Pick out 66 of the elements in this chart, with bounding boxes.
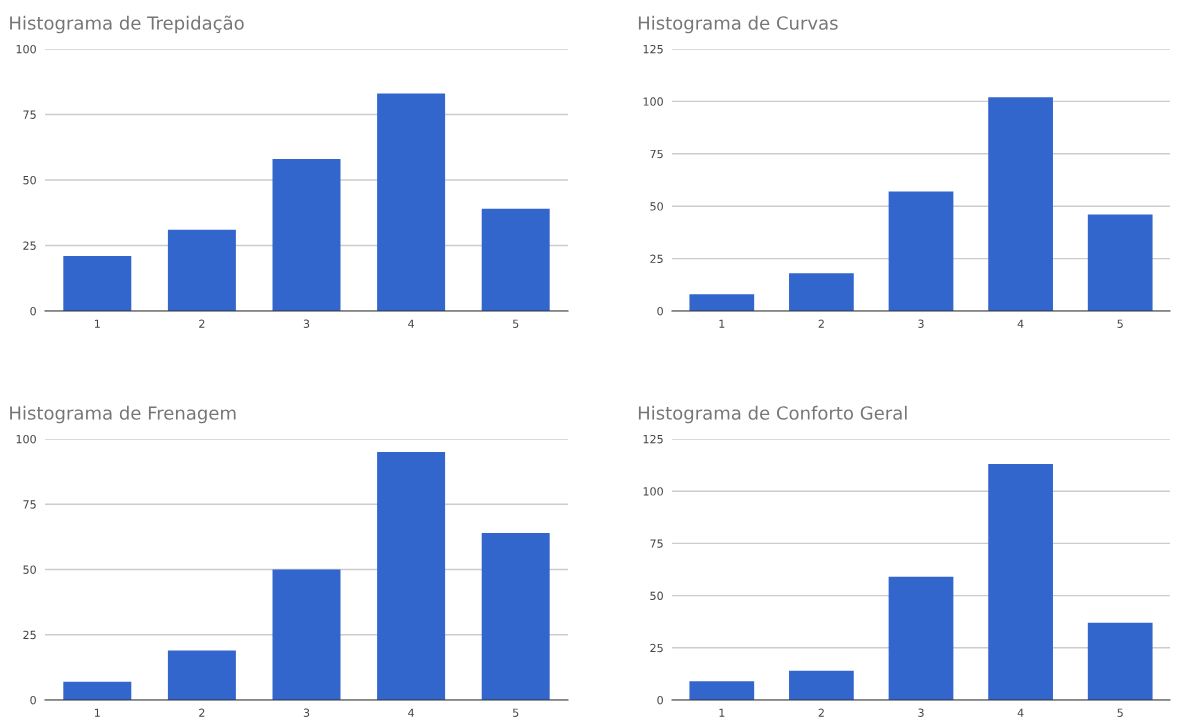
bar <box>1087 622 1153 700</box>
x-tick-label: 2 <box>818 319 824 328</box>
x-tick-label: 3 <box>918 708 924 717</box>
y-tick-label: 125 <box>643 434 663 444</box>
y-tick-label: 100 <box>16 434 36 444</box>
x-tick-label: 5 <box>1117 708 1123 717</box>
bar <box>63 681 132 700</box>
x-tick-label: 1 <box>719 708 725 717</box>
x-tick-label: 3 <box>918 319 924 328</box>
x-tick-label: 5 <box>513 319 519 328</box>
bar <box>888 576 954 700</box>
y-tick-label: 25 <box>23 630 36 640</box>
y-tick-label: 125 <box>643 44 663 54</box>
y-tick-label: 50 <box>23 565 36 574</box>
bar <box>1087 214 1153 311</box>
bar <box>689 294 755 311</box>
y-tick-label: 75 <box>23 500 36 509</box>
y-tick-label: 75 <box>650 149 663 159</box>
y-tick-label: 100 <box>643 487 663 496</box>
y-tick-label: 100 <box>643 97 663 106</box>
x-tick-label: 5 <box>1117 319 1123 328</box>
chart-title: Histograma de Curvas <box>638 15 838 34</box>
y-tick-label: 0 <box>657 306 663 316</box>
x-tick-label: 4 <box>408 708 415 717</box>
x-tick-label: 2 <box>199 708 205 717</box>
bar <box>689 681 755 700</box>
bar <box>377 93 446 311</box>
y-tick-label: 25 <box>650 254 663 263</box>
y-tick-label: 25 <box>23 241 36 250</box>
bar <box>272 569 341 700</box>
bar <box>272 159 341 311</box>
chart-title: Histograma de Frenagem <box>10 405 236 424</box>
bar <box>377 452 446 700</box>
x-tick-label: 5 <box>513 708 519 717</box>
x-tick-label: 1 <box>719 319 725 328</box>
y-tick-label: 50 <box>650 202 663 211</box>
y-tick-label: 75 <box>650 539 663 548</box>
bar <box>988 464 1053 700</box>
x-tick-label: 1 <box>94 319 100 328</box>
x-tick-label: 3 <box>303 319 310 328</box>
x-tick-label: 2 <box>199 319 205 328</box>
bar <box>888 191 954 311</box>
y-tick-label: 0 <box>30 695 36 705</box>
x-tick-label: 3 <box>303 708 310 717</box>
y-tick-label: 75 <box>23 110 36 119</box>
bar <box>481 208 550 311</box>
x-tick-label: 1 <box>94 708 100 717</box>
x-tick-label: 4 <box>408 319 415 328</box>
bar <box>789 670 854 700</box>
bar <box>63 255 132 311</box>
x-tick-label: 4 <box>1017 319 1024 328</box>
y-tick-label: 100 <box>16 44 36 54</box>
x-tick-label: 2 <box>818 708 824 717</box>
y-tick-label: 25 <box>650 643 663 653</box>
bar <box>167 229 236 311</box>
bar <box>988 97 1053 311</box>
bar <box>481 532 550 700</box>
y-tick-label: 50 <box>650 591 663 600</box>
bar <box>789 273 854 311</box>
y-tick-label: 50 <box>23 175 36 185</box>
x-tick-label: 4 <box>1017 708 1024 717</box>
bar <box>167 650 236 700</box>
chart-title: Histograma de Conforto Geral <box>638 405 907 424</box>
y-tick-label: 0 <box>30 306 36 316</box>
chart-title: Histograma de Trepidação <box>10 15 244 34</box>
y-tick-label: 0 <box>657 695 663 705</box>
